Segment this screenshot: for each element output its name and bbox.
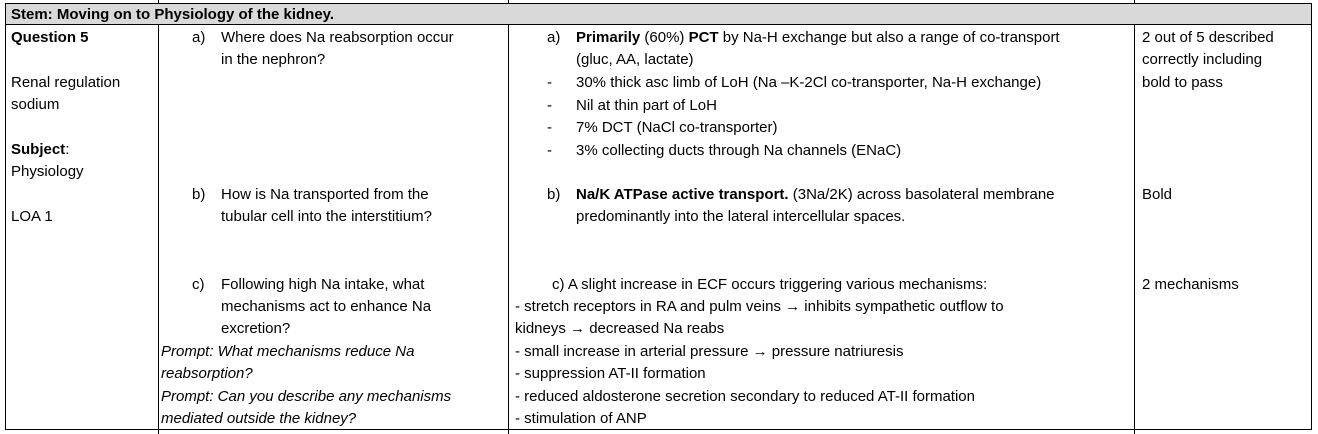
bullet-dash: - [547,142,552,159]
answer-a-marker: a) [547,29,561,46]
question-a-line: Where does Na reabsorption occur [221,29,454,46]
bullet-dash: - [547,119,552,136]
answer-c-line: - suppression AT-II formation [515,365,706,382]
examiner-prompt: Prompt: Can you describe any mechanisms [161,388,452,405]
question-c-marker: c) [192,276,205,293]
subject-label-line: Subject: [11,139,69,161]
answer-a-text: (60%) [640,29,689,46]
question-c-line: mechanisms act to enhance Na [221,298,432,315]
question-b-marker: b) [192,186,206,203]
answer-b-text: (3Na/2K) across basolateral membrane [788,186,1055,203]
answer-a-bullet: 3% collecting ducts through Na channels … [576,142,902,159]
answer-a-line: (gluc, AA, lactate) [576,51,694,68]
answer-a-bold: PCT [688,29,719,46]
answers-column: a) Primarily (60%) PCT by Na-H exchange … [508,25,1134,430]
answer-b-marker: b) [547,186,561,203]
question-b-line: tubular cell into the interstitium? [221,208,432,225]
answer-b-line: Na/K ATPase active transport. (3Na/2K) a… [576,184,1055,206]
question-b-line: How is Na transported from the [221,186,429,203]
answer-a-line: Primarily (60%) PCT by Na-H exchange but… [576,27,1060,49]
answer-a-bullet: Nil at thin part of LoH [576,97,717,114]
loa-label: LOA 1 [11,208,53,225]
marking-c: 2 mechanisms [1142,276,1239,293]
answer-c-intro: c) A slight increase in ECF occurs trigg… [552,276,988,293]
answer-b-line: predominantly into the lateral intercell… [576,208,906,225]
topic-line: Renal regulation [11,74,121,91]
bullet-dash: - [547,97,552,114]
examiner-prompt: Prompt: What mechanisms reduce Na [161,343,415,360]
marking-a-line: bold to pass [1142,74,1223,91]
answer-a-bullet: 7% DCT (NaCl co-transporter) [576,119,778,136]
answer-a-text: by Na-H exchange but also a range of co-… [718,29,1060,46]
subject-colon: : [65,141,70,158]
question-a-line: in the nephron? [221,51,326,68]
question-c-line: excretion? [221,320,291,337]
answer-b-bold: Na/K ATPase active transport. [576,186,789,203]
topic-line: sodium [11,96,60,113]
question-info-column: Question 5 Renal regulation sodium Subje… [5,25,158,430]
examiner-prompt: reabsorption? [161,365,253,382]
question-c-line: Following high Na intake, what [221,276,425,293]
subject-label: Subject [11,141,66,158]
examiner-prompt: mediated outside the kidney? [161,410,357,427]
answer-c-line: - small increase in arterial pressure → … [515,343,904,360]
marking-a-line: correctly including [1142,51,1263,68]
stem-header: Stem: Moving on to Physiology of the kid… [5,3,1312,25]
marking-a-line: 2 out of 5 described [1142,29,1274,46]
bullet-dash: - [547,74,552,91]
question-number: Question 5 [11,29,89,46]
answer-c-line: - stimulation of ANP [515,410,647,427]
subject-value: Physiology [11,163,84,180]
questions-column: a) Where does Na reabsorption occur in t… [158,25,508,430]
marking-column: 2 out of 5 described correctly including… [1134,25,1312,430]
marking-b: Bold [1142,186,1173,203]
answer-a-bullet: 30% thick asc limb of LoH (Na –K-2Cl co-… [576,74,1042,91]
answer-c-line: - stretch receptors in RA and pulm veins… [515,298,1004,315]
answer-a-bold: Primarily [576,29,641,46]
answer-c-line: - reduced aldosterone secretion secondar… [515,388,975,405]
question-a-marker: a) [192,29,206,46]
answer-c-line: kidneys → decreased Na reabs [515,320,725,337]
